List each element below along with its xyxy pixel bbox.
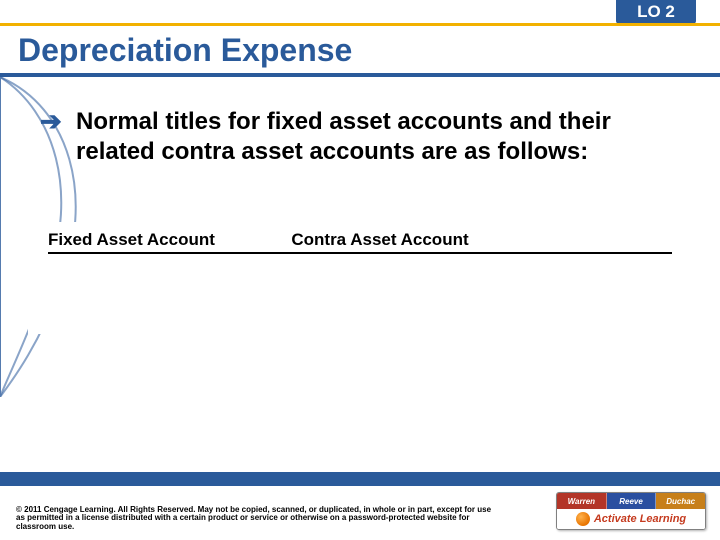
table-col-fixed-asset: Fixed Asset Account: [48, 230, 291, 250]
bullet-row: ➔ Normal titles for fixed asset accounts…: [40, 107, 680, 167]
slide-body: ➔ Normal titles for fixed asset accounts…: [0, 77, 720, 540]
brand-author-2: Reeve: [607, 493, 657, 509]
accounts-table: Fixed Asset Account Contra Asset Account: [28, 222, 692, 334]
brand-badge: Warren Reeve Duchac Activate Learning: [556, 492, 706, 530]
bullet-arrow-icon: ➔: [40, 107, 70, 167]
title-bar: Depreciation Expense: [0, 26, 720, 77]
slide: LO 2 Depreciation Expense ➔ Normal title…: [0, 0, 720, 540]
page-title: Depreciation Expense: [18, 32, 708, 69]
brand-authors: Warren Reeve Duchac: [557, 493, 705, 509]
table-col-contra-asset: Contra Asset Account: [291, 230, 672, 250]
lo-badge: LO 2: [616, 0, 696, 24]
copyright-text: © 2011 Cengage Learning. All Rights Rese…: [16, 506, 496, 532]
brand-tagline-row: Activate Learning: [557, 509, 705, 529]
slide-footer: © 2011 Cengage Learning. All Rights Rese…: [0, 472, 720, 540]
bullet-text: Normal titles for fixed asset accounts a…: [76, 107, 680, 167]
table-header-row: Fixed Asset Account Contra Asset Account: [48, 230, 672, 254]
brand-author-1: Warren: [557, 493, 607, 509]
brand-tagline: Activate Learning: [594, 513, 686, 525]
top-accent-strip: LO 2: [0, 0, 720, 26]
lo-label: LO 2: [637, 2, 675, 22]
brand-globe-icon: [576, 512, 590, 526]
brand-author-3: Duchac: [656, 493, 705, 509]
